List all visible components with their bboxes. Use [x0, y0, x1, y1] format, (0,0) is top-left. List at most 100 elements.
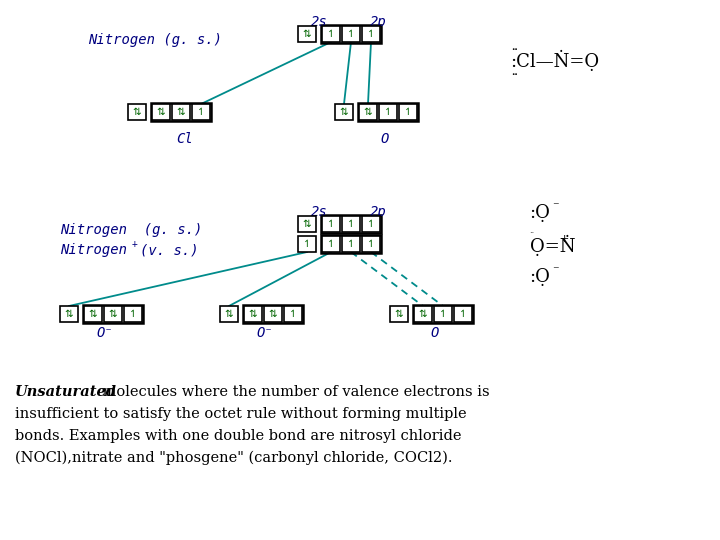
Text: ⇅: ⇅ — [89, 309, 97, 319]
Text: ↿: ↿ — [327, 29, 336, 39]
Bar — [321, 235, 381, 253]
Text: Nitrogen (g. s.): Nitrogen (g. s.) — [88, 33, 222, 47]
Bar — [321, 25, 381, 43]
Text: ⇅: ⇅ — [364, 107, 372, 117]
Bar — [399, 104, 417, 120]
Text: ⁻: ⁻ — [552, 200, 559, 213]
Text: ↿: ↿ — [459, 309, 467, 319]
Text: O⁻: O⁻ — [256, 326, 274, 340]
Text: ↿: ↿ — [289, 309, 297, 319]
Text: ⇅: ⇅ — [157, 107, 166, 117]
Bar — [128, 104, 146, 120]
Text: molecules where the number of valence electrons is: molecules where the number of valence el… — [98, 385, 490, 399]
Bar — [413, 305, 473, 323]
Bar — [342, 26, 360, 42]
Text: :Ọ: :Ọ — [530, 204, 550, 222]
Bar — [172, 104, 190, 120]
Text: (v. s.): (v. s.) — [140, 243, 199, 257]
Bar — [220, 306, 238, 322]
Text: ↿: ↿ — [197, 107, 205, 117]
Text: bonds. Examples with one double bond are nitrosyl chloride: bonds. Examples with one double bond are… — [15, 429, 462, 443]
Text: ⇅: ⇅ — [269, 309, 277, 319]
Bar — [124, 306, 142, 322]
Text: ↿: ↿ — [346, 29, 356, 39]
Bar — [322, 236, 340, 252]
Text: Nitrogen  (g. s.): Nitrogen (g. s.) — [60, 223, 202, 237]
Text: ⇅: ⇅ — [176, 107, 185, 117]
Text: :Cl—Ṅ=Ọ: :Cl—Ṅ=Ọ — [510, 50, 599, 71]
Text: ↿: ↿ — [327, 239, 336, 249]
Text: ⇅: ⇅ — [302, 219, 311, 229]
Text: ⇅: ⇅ — [248, 309, 257, 319]
Bar — [362, 216, 380, 232]
Text: ..: .. — [512, 43, 518, 52]
Text: O: O — [381, 132, 390, 146]
Bar — [342, 236, 360, 252]
Text: O⁻: O⁻ — [96, 326, 113, 340]
Text: Cl: Cl — [176, 132, 194, 146]
Text: ⇅: ⇅ — [340, 107, 348, 117]
Text: ↿: ↿ — [302, 239, 311, 249]
Bar — [298, 216, 316, 232]
Text: ⁻: ⁻ — [552, 265, 559, 278]
Bar — [335, 104, 353, 120]
Text: :Ọ: :Ọ — [530, 268, 550, 286]
Bar — [362, 236, 380, 252]
Text: ↿: ↿ — [346, 219, 356, 229]
Text: ..: .. — [529, 226, 535, 235]
Text: +: + — [132, 239, 138, 249]
Bar — [454, 306, 472, 322]
Bar — [243, 305, 303, 323]
Text: ⇅: ⇅ — [65, 309, 73, 319]
Text: ↿: ↿ — [346, 239, 356, 249]
Bar — [83, 305, 143, 323]
Bar — [84, 306, 102, 322]
Bar — [264, 306, 282, 322]
Text: ↿: ↿ — [366, 219, 375, 229]
Bar — [321, 215, 381, 233]
Bar — [362, 26, 380, 42]
Text: ↿: ↿ — [384, 107, 392, 117]
Bar — [390, 306, 408, 322]
Text: 2s: 2s — [310, 15, 328, 29]
Bar — [379, 104, 397, 120]
Text: ⇅: ⇅ — [132, 107, 141, 117]
Text: O: O — [431, 326, 439, 340]
Bar — [342, 216, 360, 232]
Text: ⇅: ⇅ — [418, 309, 428, 319]
Bar — [60, 306, 78, 322]
Text: ⇅: ⇅ — [395, 309, 403, 319]
Text: Ọ=Ṅ: Ọ=Ṅ — [530, 234, 575, 255]
Text: +: + — [560, 234, 570, 244]
Text: ⇅: ⇅ — [225, 309, 233, 319]
Text: 2p: 2p — [369, 15, 387, 29]
Text: ..: .. — [512, 68, 518, 77]
Bar — [284, 306, 302, 322]
Text: 2s: 2s — [310, 205, 328, 219]
Bar — [298, 26, 316, 42]
Text: ↿: ↿ — [366, 239, 375, 249]
Bar — [358, 103, 418, 121]
Bar — [359, 104, 377, 120]
Bar — [244, 306, 262, 322]
Text: (NOCl),nitrate and "phosgene" (carbonyl chloride, COCl2).: (NOCl),nitrate and "phosgene" (carbonyl … — [15, 451, 452, 465]
Bar — [322, 26, 340, 42]
Text: ⇅: ⇅ — [302, 29, 311, 39]
Bar — [322, 216, 340, 232]
Bar — [104, 306, 122, 322]
Text: ↿: ↿ — [438, 309, 447, 319]
Text: 2p: 2p — [369, 205, 387, 219]
Bar — [151, 103, 211, 121]
Bar — [434, 306, 452, 322]
Text: ↿: ↿ — [129, 309, 138, 319]
Text: ↿: ↿ — [366, 29, 375, 39]
Text: ↿: ↿ — [404, 107, 413, 117]
Bar — [298, 236, 316, 252]
Bar — [192, 104, 210, 120]
Bar — [152, 104, 170, 120]
Text: ↿: ↿ — [327, 219, 336, 229]
Text: Nitrogen: Nitrogen — [60, 243, 127, 257]
Text: Unsaturated: Unsaturated — [15, 385, 117, 399]
Bar — [414, 306, 432, 322]
Text: ⇅: ⇅ — [109, 309, 117, 319]
